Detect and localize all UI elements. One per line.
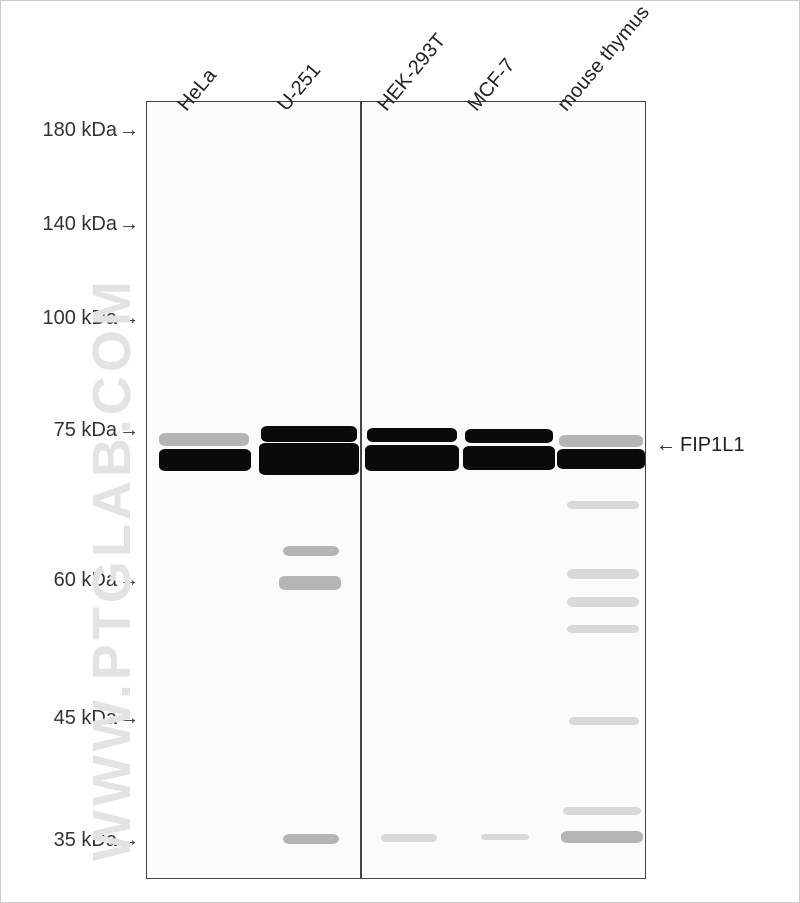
- blot-band: [159, 433, 249, 446]
- lane-label: mouse thymus: [553, 2, 654, 116]
- arrow-right-icon: →: [119, 307, 139, 330]
- marker-label-text: 35 kDa: [54, 829, 117, 851]
- target-protein-label: ←FIP1L1: [656, 434, 744, 457]
- blot-band: [569, 717, 639, 725]
- blot-band: [279, 576, 341, 590]
- blot-band: [563, 807, 641, 815]
- marker-label: 100 kDa→: [43, 307, 140, 330]
- blot-band: [567, 501, 639, 509]
- blot-band: [365, 445, 459, 471]
- marker-label-text: 180 kDa: [43, 119, 118, 141]
- arrow-right-icon: →: [119, 213, 139, 236]
- target-label-text: FIP1L1: [680, 434, 744, 456]
- marker-label-text: 60 kDa: [54, 569, 117, 591]
- arrow-right-icon: →: [119, 119, 139, 142]
- marker-label: 60 kDa→: [54, 569, 139, 592]
- blot-band: [259, 443, 359, 475]
- blot-band: [567, 569, 639, 579]
- marker-label: 140 kDa→: [43, 213, 140, 236]
- blot-panel: [361, 101, 646, 879]
- marker-label-text: 100 kDa: [43, 307, 118, 329]
- blot-panel: [146, 101, 361, 879]
- arrow-right-icon: →: [119, 419, 139, 442]
- marker-label: 45 kDa→: [54, 707, 139, 730]
- marker-label: 75 kDa→: [54, 419, 139, 442]
- marker-label-text: 45 kDa: [54, 707, 117, 729]
- blot-band: [559, 435, 643, 447]
- blot-band: [561, 831, 643, 843]
- blot-band: [567, 597, 639, 607]
- marker-label: 35 kDa→: [54, 829, 139, 852]
- blot-band: [283, 834, 339, 844]
- arrow-right-icon: →: [119, 569, 139, 592]
- figure-container: WWW.PTGLAB.COM HeLaU-251HEK-293TMCF-7mou…: [0, 0, 800, 903]
- blot-band: [261, 426, 357, 442]
- blot-band: [557, 449, 645, 469]
- blot-band: [463, 446, 555, 470]
- arrow-right-icon: →: [119, 707, 139, 730]
- blot-band: [465, 429, 553, 443]
- arrow-right-icon: →: [119, 829, 139, 852]
- blot-band: [283, 546, 339, 556]
- marker-label-text: 140 kDa: [43, 213, 118, 235]
- blot-band: [381, 834, 437, 842]
- marker-label: 180 kDa→: [43, 119, 140, 142]
- blot-band: [567, 625, 639, 633]
- marker-label-text: 75 kDa: [54, 419, 117, 441]
- blot-band: [159, 449, 251, 471]
- arrow-left-icon: ←: [656, 434, 676, 457]
- blot-band: [367, 428, 457, 442]
- blot-band: [481, 834, 529, 840]
